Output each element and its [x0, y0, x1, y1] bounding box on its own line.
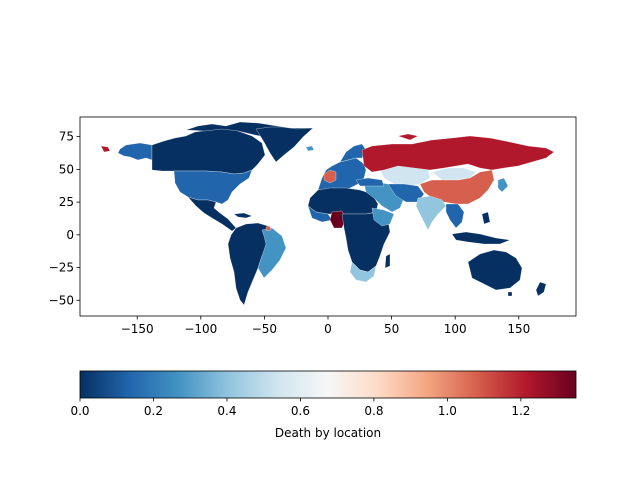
region-southeast-asia[interactable]: [445, 203, 465, 229]
x-tick-label: 100: [444, 322, 467, 336]
region-brazil[interactable]: [257, 227, 287, 279]
region-australia[interactable]: [467, 249, 523, 291]
colorbar-label: Death by location: [275, 426, 381, 440]
region-turkey[interactable]: [355, 177, 385, 187]
x-tick-label: −50: [252, 322, 277, 336]
region-madagascar[interactable]: [384, 253, 391, 269]
colorbar-tick-label: 0.6: [291, 404, 310, 418]
colorbar-frame: [79, 370, 577, 399]
region-tasmania[interactable]: [507, 291, 513, 297]
region-greenland[interactable]: [255, 126, 314, 163]
colorbar-ticks: 0.0 0.2 0.4 0.6 0.8 1.0 1.2: [70, 398, 530, 418]
region-horn-of-africa[interactable]: [371, 207, 395, 227]
y-tick-label: 25: [59, 195, 74, 209]
region-central-africa[interactable]: [341, 211, 391, 273]
region-caribbean[interactable]: [233, 212, 253, 219]
region-nigeria[interactable]: [329, 210, 347, 229]
region-alaska-tip[interactable]: [100, 145, 111, 153]
region-mexico[interactable]: [187, 196, 237, 232]
colorbar-gradient: [80, 371, 576, 398]
region-south-america-west[interactable]: [227, 222, 275, 306]
region-russia[interactable]: [361, 135, 555, 173]
region-india[interactable]: [415, 195, 447, 231]
colorbar-tick-label: 1.2: [511, 404, 530, 418]
colorbar-tick-label: 0.8: [364, 404, 383, 418]
region-russian-arctic-islands[interactable]: [397, 133, 419, 141]
region-new-zealand[interactable]: [535, 281, 547, 297]
colorbar-tick-label: 0.2: [144, 404, 163, 418]
x-tick-label: 0: [324, 322, 332, 336]
x-tick-label: 150: [507, 322, 530, 336]
region-france[interactable]: [323, 169, 337, 184]
colorbar-tick-label: 0.4: [217, 404, 236, 418]
y-tick-label: 50: [59, 162, 74, 176]
x-tick-label: 50: [384, 322, 399, 336]
y-tick-label: −50: [49, 293, 74, 307]
region-philippines[interactable]: [481, 211, 491, 225]
region-alaska[interactable]: [117, 142, 153, 161]
y-tick-label: −25: [49, 261, 74, 275]
region-japan[interactable]: [497, 177, 509, 193]
x-axis-ticks: −150 −100 −50 0 50 100 150: [121, 316, 530, 336]
region-indonesia[interactable]: [451, 231, 511, 245]
region-french-guiana[interactable]: [265, 225, 272, 232]
region-iceland[interactable]: [305, 145, 315, 152]
colorbar-tick-label: 1.0: [438, 404, 457, 418]
x-tick-label: −150: [121, 322, 154, 336]
y-tick-label: 75: [59, 130, 74, 144]
y-axis-ticks: 75 50 25 0 −25 −50: [49, 130, 80, 307]
region-southern-africa[interactable]: [349, 261, 377, 283]
colorbar-tick-label: 0.0: [70, 404, 89, 418]
x-tick-label: −100: [184, 322, 217, 336]
countries-layer: [100, 121, 555, 306]
y-tick-label: 0: [66, 228, 74, 242]
